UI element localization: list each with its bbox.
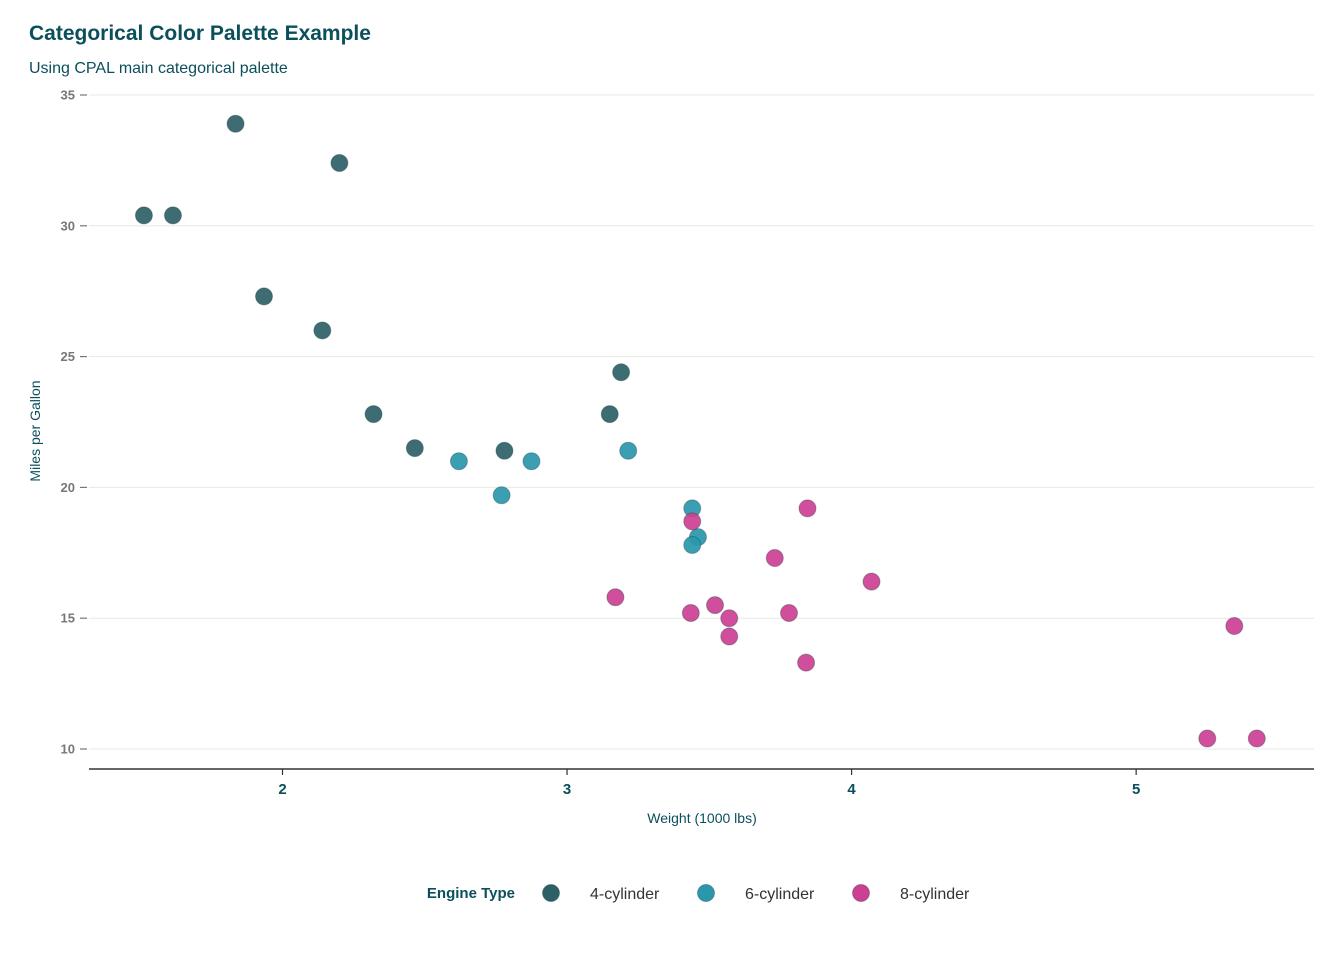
data-point: [780, 603, 798, 622]
data-point: [683, 512, 702, 531]
legend: Engine Type 4-cylinder 6-cylinder 8-cylind…: [427, 884, 970, 903]
data-point: [405, 439, 424, 458]
x-tick-label: 2: [278, 781, 286, 798]
chart-subtitle: Using CPAL main categorical palette: [29, 60, 288, 77]
data-point: [606, 588, 625, 607]
data-point: [364, 405, 383, 424]
legend-label: 4-cylinder: [590, 886, 660, 903]
x-tick-label: 3: [563, 781, 571, 798]
data-point: [1225, 617, 1244, 636]
data-point: [1198, 729, 1217, 748]
data-points: [134, 114, 1266, 748]
data-point: [134, 206, 153, 225]
data-point: [798, 499, 817, 518]
data-point: [619, 441, 638, 460]
chart-title: Categorical Color Palette Example: [29, 22, 371, 45]
data-point: [163, 206, 182, 225]
y-tick-label: 20: [61, 480, 75, 495]
x-axis-title: Weight (1000 lbs): [647, 810, 756, 826]
y-tick-label: 15: [61, 611, 75, 626]
data-point: [706, 596, 725, 615]
data-point: [612, 363, 631, 382]
data-point: [1247, 729, 1266, 748]
y-tick-label: 10: [61, 742, 75, 757]
data-point: [495, 441, 514, 460]
data-point: [522, 452, 541, 471]
legend-label: 6-cylinder: [745, 886, 815, 903]
data-point: [449, 452, 468, 471]
y-axis-title: Miles per Gallon: [27, 380, 43, 481]
data-point: [226, 114, 245, 133]
x-axis: 2 3 4 5: [89, 768, 1314, 798]
data-point: [681, 603, 700, 622]
data-point: [600, 405, 619, 424]
data-point: [313, 321, 332, 340]
legend-title: Engine Type: [427, 885, 515, 902]
data-point: [683, 535, 702, 554]
data-point: [765, 549, 784, 568]
data-point: [797, 653, 816, 672]
data-point: [255, 287, 273, 306]
legend-label: 8-cylinder: [900, 886, 970, 903]
x-tick-label: 4: [847, 781, 856, 798]
legend-marker: [542, 884, 560, 902]
y-tick-label: 35: [61, 88, 75, 103]
y-axis: 10 15 20 25 30 35: [61, 88, 87, 757]
data-point: [330, 154, 349, 173]
data-point: [720, 609, 739, 628]
legend-marker: [852, 884, 870, 902]
x-tick-label: 5: [1132, 781, 1140, 798]
y-tick-label: 30: [61, 218, 75, 233]
data-point: [720, 627, 739, 646]
data-point: [862, 572, 881, 591]
y-tick-label: 25: [61, 349, 75, 364]
legend-marker: [697, 884, 715, 902]
grid-lines: [89, 94, 1314, 750]
data-point: [492, 486, 511, 505]
